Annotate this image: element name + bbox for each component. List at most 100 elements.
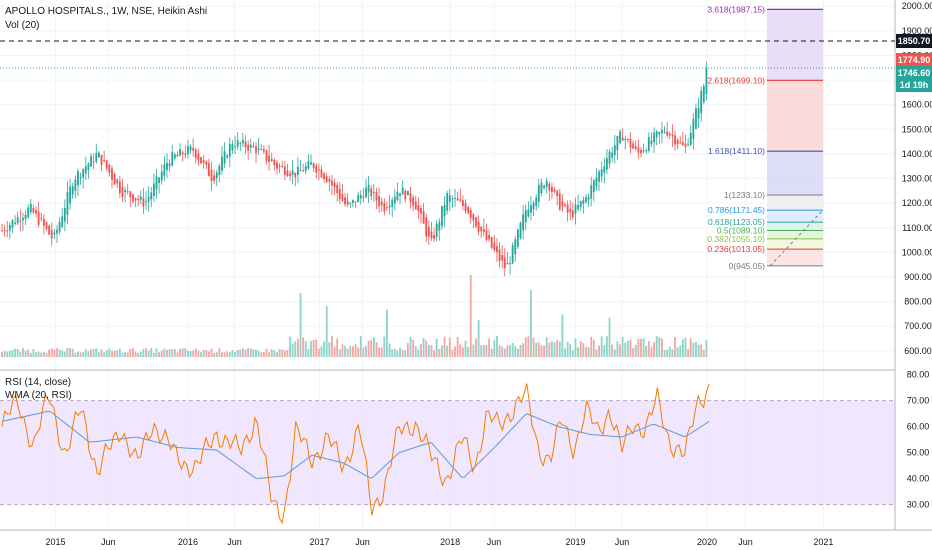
candle-body [155, 176, 158, 190]
volume-bar [134, 351, 137, 357]
candle-body [412, 197, 415, 206]
volume-bar [624, 342, 627, 357]
candle-body [42, 218, 45, 226]
candle-body [35, 210, 37, 214]
volume-bar [642, 338, 645, 357]
volume-bar [84, 349, 87, 357]
fibonacci-extension[interactable]: 3.618(1987.15) 2.618(1699.10) 1.618(1411.1… [707, 4, 824, 271]
price-tick-label: 1300.00 [902, 174, 932, 184]
volume-bar [493, 340, 496, 357]
candle-body [619, 131, 621, 144]
candle-body [286, 170, 289, 176]
volume-bar [640, 338, 642, 357]
volume-bar [179, 348, 181, 357]
candle-body [207, 163, 210, 177]
volume-bar [45, 352, 48, 357]
volume-bar [477, 320, 480, 357]
candle-body [242, 139, 244, 144]
candle-body [158, 177, 161, 184]
candle-body [320, 169, 323, 178]
candle-body [168, 163, 171, 167]
volume-bar [87, 351, 90, 357]
candle-body [464, 203, 467, 212]
volume-bar [650, 346, 653, 357]
time-tick-label: Jun [738, 537, 753, 547]
rsi-tick-label: 70.00 [907, 396, 930, 406]
volume-bar [616, 341, 619, 357]
candle-body [480, 226, 483, 232]
chart-title[interactable]: APOLLO HOSPITALS., 1W, NSE, Heikin Ashi [5, 6, 207, 17]
candle-body [378, 196, 381, 207]
candle-body [653, 132, 655, 143]
time-tick-label: 2020 [697, 537, 717, 547]
volume-bar [388, 343, 391, 357]
wma-legend[interactable]: WMA (20, RSI) [5, 390, 72, 401]
volume-bar [66, 348, 69, 357]
candle-body [163, 164, 166, 176]
volume-legend[interactable]: Vol (20) [5, 20, 39, 31]
volume-bar [247, 348, 250, 357]
candle-body [310, 162, 312, 165]
candle-body [189, 146, 192, 151]
candle-body [103, 160, 106, 162]
candle-body [92, 161, 95, 163]
volume-bar [441, 345, 443, 357]
candle-body [496, 246, 498, 253]
candle-body [139, 196, 142, 200]
volume-bar [166, 349, 168, 357]
price-tick-label: 1500.00 [902, 124, 932, 134]
rsi-axis[interactable]: 80.00 70.00 60.00 50.00 40.00 30.00 [907, 370, 930, 510]
rsi-legend[interactable]: RSI (14, close) [5, 377, 71, 388]
volume-bar [414, 346, 417, 357]
volume-bar [113, 350, 116, 357]
volume-bar [69, 348, 72, 357]
fib-zone-band [767, 80, 823, 152]
volume-bar [234, 351, 236, 357]
volume-bar [705, 340, 708, 357]
fib-level-label: 3.618(1987.15) [707, 4, 765, 14]
candle-body [668, 133, 671, 136]
volume-bar [97, 352, 100, 357]
candle-body [3, 230, 6, 232]
candle-body [551, 187, 553, 192]
candle-body [323, 173, 326, 180]
candle-body [598, 171, 600, 182]
time-tick-label: Jun [227, 537, 242, 547]
candle-body [490, 237, 493, 248]
volume-bar [367, 340, 370, 357]
volume-bar [155, 348, 158, 357]
fib-zone-band [767, 9, 823, 81]
volume-bar [692, 342, 695, 357]
volume-bar [3, 351, 6, 357]
price-tick-label: 1900.00 [902, 26, 932, 36]
candle-body [29, 204, 32, 213]
time-axis[interactable]: 2015 Jun 2016 Jun 2017 Jun 2018 Jun 2019 Jun 2020 J… [45, 537, 833, 547]
volume-bar [137, 352, 140, 357]
candle-body [294, 172, 297, 178]
volume-bar [58, 349, 61, 357]
volume-bar [194, 348, 197, 357]
fib-zone-band [767, 151, 823, 196]
candle-body [223, 151, 226, 164]
volume-bar [666, 349, 669, 357]
volume-bar [438, 349, 441, 357]
candle-body [514, 239, 517, 255]
candle-body [585, 197, 587, 203]
volume-bar [702, 350, 705, 357]
candle-body [126, 191, 129, 193]
volume-bar [551, 341, 553, 357]
candle-body [595, 177, 598, 187]
candle-body [689, 132, 692, 145]
price-tick-label: 700.00 [904, 321, 932, 331]
volume-bar [603, 345, 606, 357]
candle-body [511, 245, 514, 264]
volume-bar [577, 347, 580, 357]
volume-bar [349, 345, 352, 357]
crosshair-price-tag: 1850.70 [896, 34, 932, 48]
candle-body [433, 235, 436, 240]
volume-bar [660, 338, 663, 357]
volume-bar [524, 337, 527, 357]
volume-bar [273, 350, 276, 357]
volume-bar [223, 352, 226, 357]
